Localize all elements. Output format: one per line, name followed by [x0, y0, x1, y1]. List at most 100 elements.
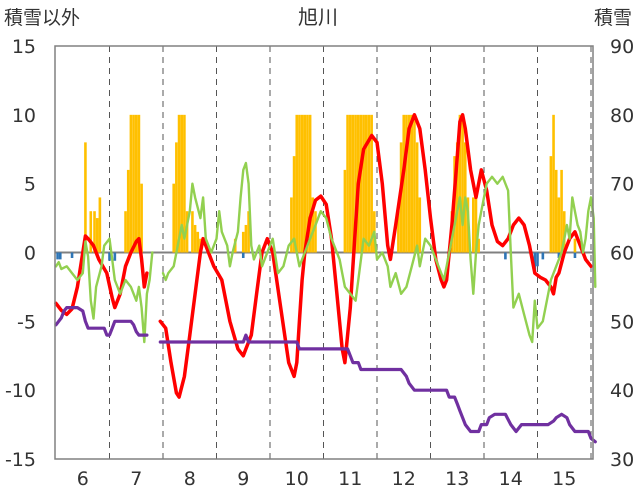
bar-orange [89, 211, 93, 253]
bar-orange [196, 231, 200, 253]
left-tick-label: -15 [5, 449, 36, 471]
x-axis-ticks: 6 7 8 9 10 11 12 13 14 15 [77, 468, 577, 490]
x-tick-label: 12 [392, 468, 416, 490]
bar-orange [185, 211, 189, 253]
bar-blue [58, 252, 62, 260]
x-tick-label: 6 [77, 468, 89, 490]
series-layer [54, 113, 597, 444]
left-tick-label: 5 [24, 174, 36, 196]
bar-orange [124, 211, 127, 253]
bar-orange [351, 114, 355, 253]
bar-orange [177, 114, 181, 253]
bar-orange [140, 183, 143, 253]
plot-frame [54, 45, 594, 460]
bar-orange [474, 197, 478, 253]
left-tick-label: -5 [17, 311, 36, 333]
chart-title: 旭川 [298, 5, 338, 29]
bar-orange [346, 114, 349, 253]
bar-orange [557, 197, 561, 253]
bar-orange [549, 156, 553, 253]
bar-orange [180, 114, 184, 253]
bar-orange [554, 169, 558, 253]
bar-orange [472, 197, 475, 253]
bar-orange [362, 114, 365, 253]
bar-orange [241, 231, 245, 253]
x-tick-label: 15 [552, 468, 576, 490]
bar-orange [298, 114, 301, 253]
bar-orange [98, 197, 102, 253]
bar-orange [367, 114, 371, 253]
bar-orange [573, 238, 577, 253]
bar-orange [410, 114, 414, 253]
bar-orange [402, 114, 406, 253]
bar-blue [56, 252, 59, 260]
series-line-red [54, 113, 593, 399]
bar-orange [126, 169, 130, 253]
bar-orange [137, 114, 141, 253]
left-axis-title: 積雪以外 [4, 7, 80, 29]
left-tick-label: 10 [12, 105, 36, 127]
series-line-purple [54, 306, 597, 444]
right-tick-label: 70 [610, 174, 634, 196]
bar-orange [477, 238, 480, 253]
bar-orange [306, 114, 309, 253]
right-tick-label: 50 [610, 311, 634, 333]
bar-orange [311, 197, 315, 253]
bar-orange [455, 142, 459, 253]
bar-blue [573, 252, 577, 259]
left-tick-label: 0 [24, 243, 36, 265]
bar-orange [308, 114, 312, 253]
left-axis-ticks: 15 10 5 0 -5 -10 -15 [5, 36, 36, 471]
x-tick-label: 13 [445, 468, 469, 490]
grid-layer [109, 46, 592, 459]
x-tick-label: 11 [338, 468, 362, 490]
bar-blue [536, 252, 539, 267]
bar-blue [241, 252, 245, 259]
bar-orange [244, 224, 248, 253]
bar-orange [303, 114, 307, 253]
bar-orange [343, 169, 347, 253]
bar-orange [348, 114, 352, 253]
bar-orange [95, 218, 99, 253]
bar-blue [70, 252, 74, 259]
bar-orange [129, 114, 133, 253]
bar-orange [300, 114, 304, 253]
right-tick-label: 80 [610, 105, 634, 127]
right-tick-label: 90 [610, 36, 634, 58]
bar-orange [552, 114, 555, 253]
bar-orange [413, 114, 416, 253]
bar-orange [191, 211, 194, 253]
x-tick-label: 7 [130, 468, 142, 490]
bar-orange [354, 114, 357, 253]
left-tick-label: -10 [5, 380, 36, 402]
bar-blue [557, 252, 561, 259]
right-axis-ticks: 90 80 70 60 50 40 30 [610, 36, 634, 471]
right-tick-label: 40 [610, 380, 634, 402]
x-tick-label: 10 [285, 468, 309, 490]
bar-orange [84, 142, 87, 253]
bar-orange [247, 211, 250, 253]
bar-blue [541, 252, 545, 260]
bar-blue [108, 252, 111, 261]
series-line-green [54, 161, 597, 344]
bar-orange [397, 211, 400, 253]
x-tick-label: 8 [184, 468, 196, 490]
bar-orange [314, 211, 317, 253]
bar-blue [533, 252, 537, 274]
bar-orange [292, 156, 296, 253]
bar-orange [93, 211, 96, 253]
bar-orange [290, 197, 293, 253]
bar-orange [562, 211, 566, 253]
x-tick-label: 9 [237, 468, 249, 490]
x-tick-label: 14 [499, 468, 523, 490]
bar-orange [359, 114, 363, 253]
bar-orange [415, 142, 419, 253]
bar-orange [461, 114, 464, 253]
bar-orange [405, 114, 408, 253]
right-tick-label: 60 [610, 243, 634, 265]
left-tick-label: 15 [12, 36, 36, 58]
bar-orange [458, 114, 462, 253]
bar-orange [183, 114, 186, 253]
bar-orange [172, 183, 175, 253]
